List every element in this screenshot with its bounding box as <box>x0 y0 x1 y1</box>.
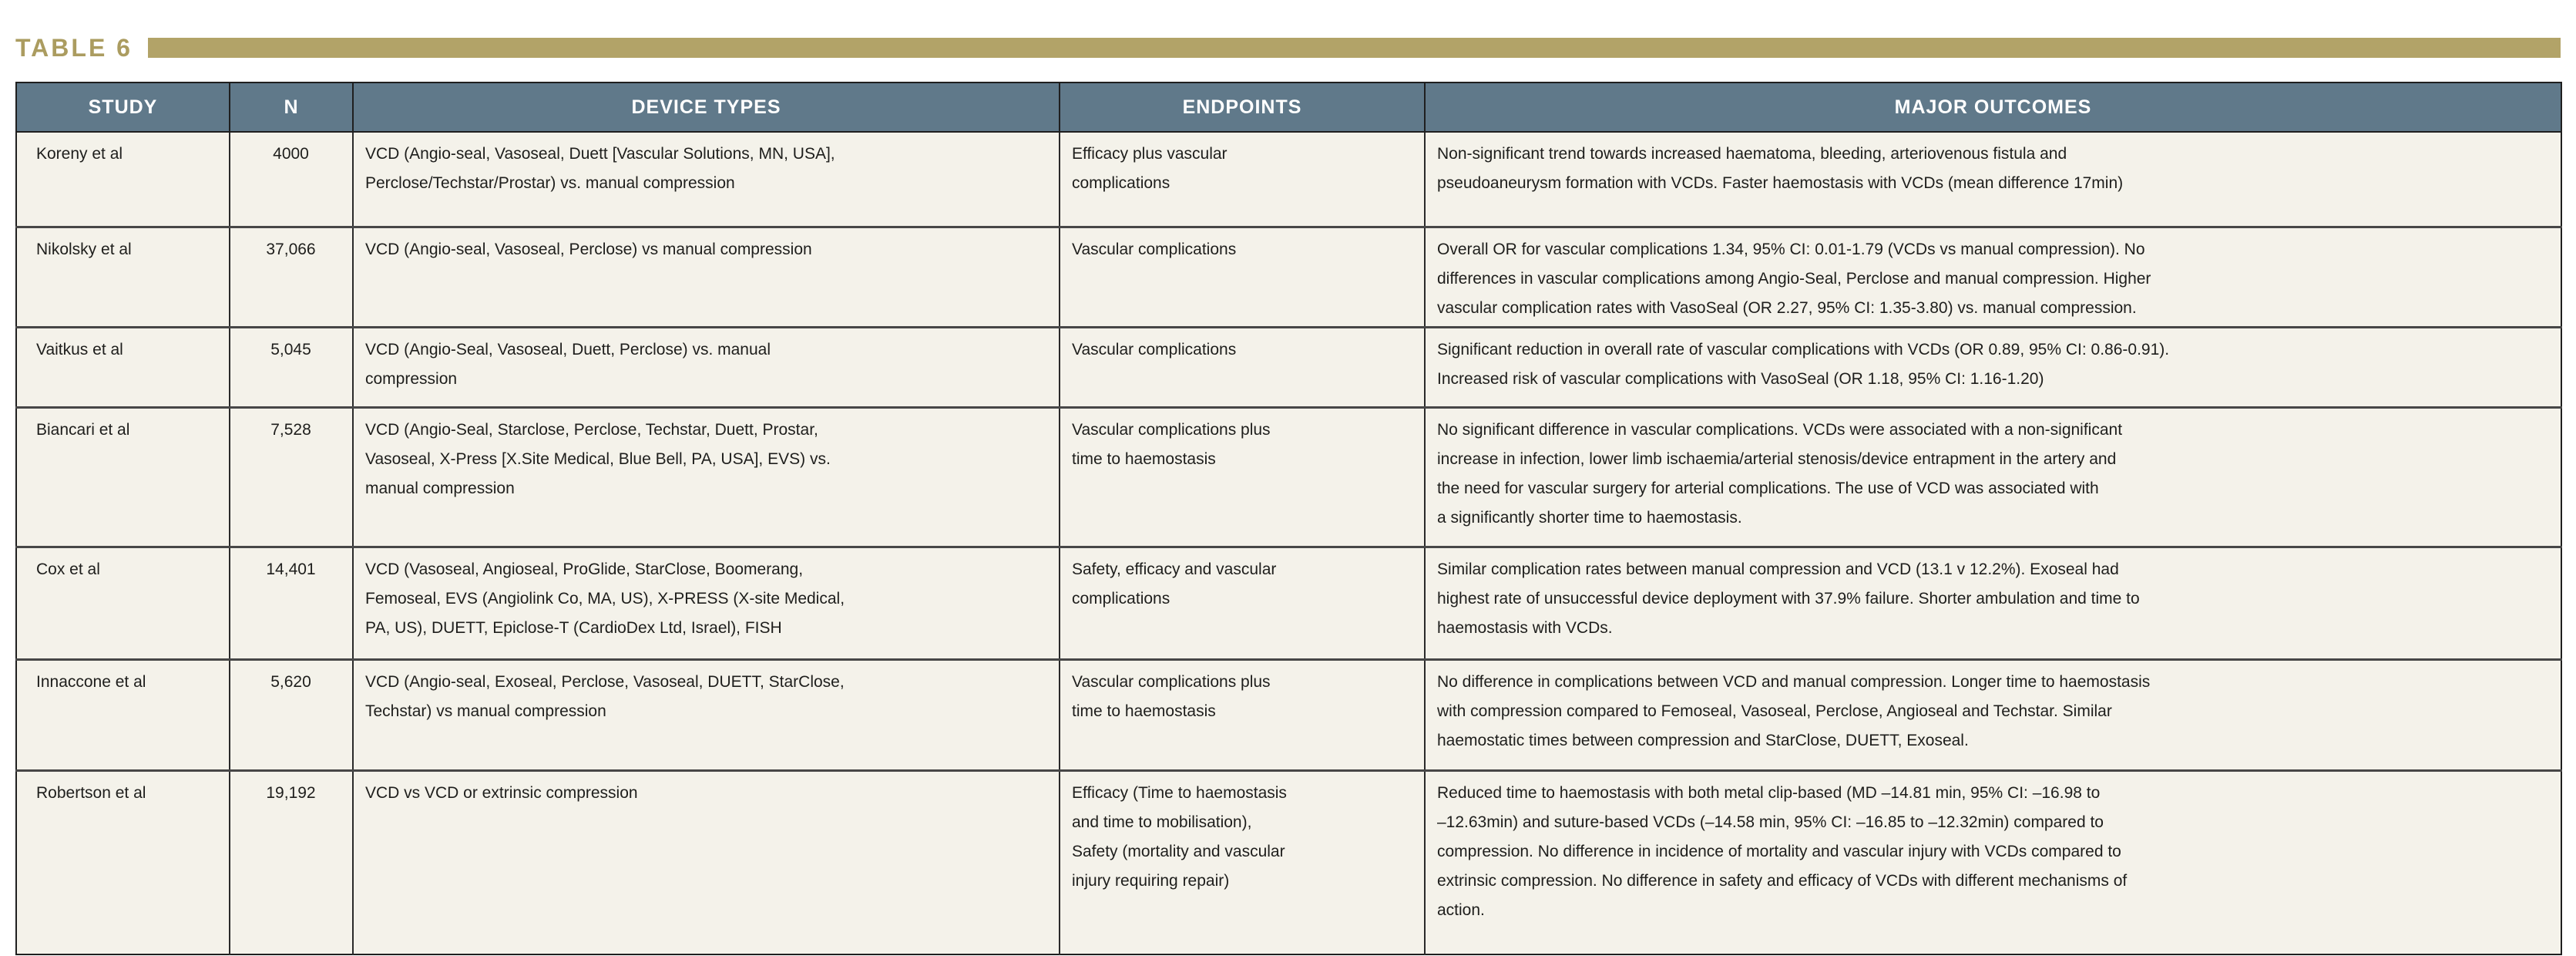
cell-device_types: VCD vs VCD or extrinsic compression <box>352 770 1060 954</box>
cell-endpoints: Vascular complications plus time to haem… <box>1059 659 1425 772</box>
cell-device_types: VCD (Vasoseal, Angioseal, ProGlide, Star… <box>352 547 1060 661</box>
cell-study: Nikolsky et al <box>16 227 230 328</box>
table-caption-row: TABLE 6 <box>15 35 2561 60</box>
table-title: TABLE 6 <box>15 34 133 62</box>
cell-study: Koreny et al <box>16 132 230 228</box>
cell-major_outcomes: Reduced time to haemostasis with both me… <box>1424 770 2561 954</box>
cell-endpoints: Vascular complications <box>1059 327 1425 409</box>
cell-major_outcomes: Overall OR for vascular complications 1.… <box>1424 227 2561 328</box>
title-bar-rule <box>147 38 2561 58</box>
cell-major_outcomes: Similar complication rates between manua… <box>1424 547 2561 661</box>
cell-endpoints: Efficacy plus vascular complications <box>1059 132 1425 228</box>
column-header-major_outcomes: MAJOR OUTCOMES <box>1424 82 2561 133</box>
table-row: Biancari et al 7,528 VCD (Angio-Seal, Star… <box>16 407 2561 548</box>
table-row: Nikolsky et al 37,066 VCD (Angio-seal, Vas… <box>16 227 2561 328</box>
cell-study: Cox et al <box>16 547 230 661</box>
table-row: Cox et al 14,401 VCD (Vasoseal, Angioseal,… <box>16 547 2561 661</box>
table-header: STUDY N DEVICE TYPES ENDPOINTS MAJOR OUTCOME… <box>16 82 2561 133</box>
table-row: Koreny et al 4000 VCD (Angio-seal, Vasosea… <box>16 132 2561 228</box>
cell-n: 19,192 <box>229 770 353 954</box>
cell-device_types: VCD (Angio-seal, Vasoseal, Duett [Vascul… <box>352 132 1060 228</box>
cell-major_outcomes: Non-significant trend towards increased … <box>1424 132 2561 228</box>
cell-n: 4000 <box>229 132 353 228</box>
cell-n: 5,045 <box>229 327 353 409</box>
cell-study: Vaitkus et al <box>16 327 230 409</box>
column-header-n: N <box>229 82 353 133</box>
cell-endpoints: Efficacy (Time to haemostasis and time t… <box>1059 770 1425 954</box>
cell-n: 7,528 <box>229 407 353 548</box>
cell-endpoints: Vascular complications <box>1059 227 1425 328</box>
cell-major_outcomes: No difference in complications between V… <box>1424 659 2561 772</box>
table-row: Robertson et al 19,192 VCD vs VCD or extri… <box>16 770 2561 954</box>
cell-device_types: VCD (Angio-Seal, Vasoseal, Duett, Perclo… <box>352 327 1060 409</box>
cell-major_outcomes: No significant difference in vascular co… <box>1424 407 2561 548</box>
cell-device_types: VCD (Angio-Seal, Starclose, Perclose, Te… <box>352 407 1060 548</box>
table-row: Vaitkus et al 5,045 VCD (Angio-Seal, Vasos… <box>16 327 2561 409</box>
cell-n: 5,620 <box>229 659 353 772</box>
cell-n: 14,401 <box>229 547 353 661</box>
cell-study: Biancari et al <box>16 407 230 548</box>
table-body: Koreny et al 4000 VCD (Angio-seal, Vasosea… <box>16 132 2561 954</box>
cell-major_outcomes: Significant reduction in overall rate of… <box>1424 327 2561 409</box>
cell-endpoints: Safety, efficacy and vascular complicati… <box>1059 547 1425 661</box>
studies-table: STUDY N DEVICE TYPES ENDPOINTS MAJOR OUTCOME… <box>15 82 2562 955</box>
cell-study: Robertson et al <box>36 783 146 802</box>
header-row: STUDY N DEVICE TYPES ENDPOINTS MAJOR OUTCOME… <box>16 82 2561 133</box>
cell-device_types: VCD (Angio-seal, Vasoseal, Perclose) vs … <box>352 227 1060 328</box>
cell-endpoints: Vascular complications plus time to haem… <box>1059 407 1425 548</box>
column-header-study: STUDY <box>16 82 230 133</box>
cell-device_types: VCD (Angio-seal, Exoseal, Perclose, Vaso… <box>352 659 1060 772</box>
cell-n: 37,066 <box>229 227 353 328</box>
column-header-device_types: DEVICE TYPES <box>352 82 1060 133</box>
table-row: Innaccone et al 5,620 VCD (Angio-seal, Exo… <box>16 659 2561 772</box>
cell-study: Innaccone et al <box>16 659 230 772</box>
column-header-endpoints: ENDPOINTS <box>1059 82 1425 133</box>
